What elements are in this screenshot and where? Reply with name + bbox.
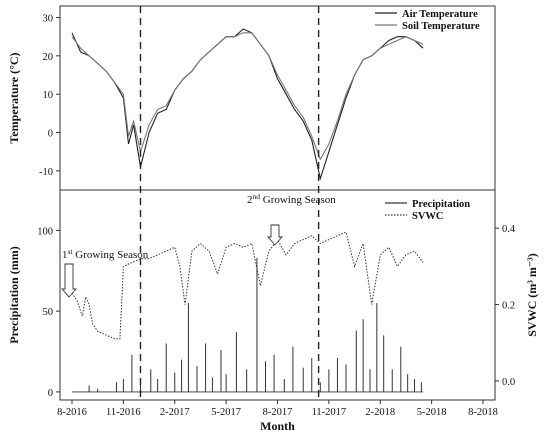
svwc-y-tick-label: 0.2 xyxy=(502,301,515,312)
series-line-soil-temperature xyxy=(71,32,424,161)
precip-y-tick-label: 100 xyxy=(37,226,53,237)
annotation-arrow xyxy=(61,263,77,298)
temperature-plot-frame xyxy=(59,5,496,191)
x-tick-label: 2-2017 xyxy=(160,407,190,418)
annotation-arrow xyxy=(267,224,283,246)
x-tick-label: 11-2016 xyxy=(106,407,141,418)
legend-label: SVWC xyxy=(412,211,444,222)
x-tick-label: 8-2018 xyxy=(468,407,498,418)
series-line-svwc xyxy=(71,231,424,340)
svwc-y-tick-label: 0.4 xyxy=(502,224,516,235)
temp-y-axis-label: Temperature (°C) xyxy=(7,52,21,143)
precip-y-axis-label: Precipitation (mm) xyxy=(7,246,21,343)
annotation-1st-growing-season: 1st Growing Season xyxy=(62,247,149,262)
season-divider-lines xyxy=(139,6,320,400)
annotation-2nd-growing-season: 2nd Growing Season xyxy=(247,192,336,207)
x-tick-label: 8-2016 xyxy=(57,407,87,418)
x-tick-label: 11-2017 xyxy=(312,407,347,418)
precip-y-tick-label: 0 xyxy=(48,388,53,399)
temperature-panel: -10 0 10 20 30 Temperature (°C) Air Temperatur… xyxy=(7,5,496,191)
svwc-y-tick-label: 0.0 xyxy=(502,377,515,388)
legend-label: Precipitation xyxy=(412,199,470,210)
svwc-y-axis-label: SVWC (m³ m⁻³) xyxy=(525,253,539,337)
precip-y-tick-label: 50 xyxy=(43,307,54,318)
legend-label: Air Temperature xyxy=(402,9,478,20)
temp-y-tick-label: 30 xyxy=(43,14,54,25)
x-tick-label: 5-2017 xyxy=(211,407,241,418)
legend-label: Soil Temperature xyxy=(402,21,480,32)
temp-y-tick-label: 20 xyxy=(43,52,54,63)
temp-y-tick-label: -10 xyxy=(39,167,53,178)
x-tick-label: 2-2018 xyxy=(365,407,395,418)
precip-svwc-panel: 0 50 100 Precipitation (mm) 0.0 0.2 0.4 SVWC (m… xyxy=(7,189,539,433)
temp-y-tick-label: 0 xyxy=(48,129,53,140)
x-tick-label: 5-2018 xyxy=(417,407,447,418)
x-tick-label: 8-2017 xyxy=(263,407,293,418)
x-axis-label: Month xyxy=(260,419,295,433)
temp-y-tick-label: 10 xyxy=(43,90,54,101)
